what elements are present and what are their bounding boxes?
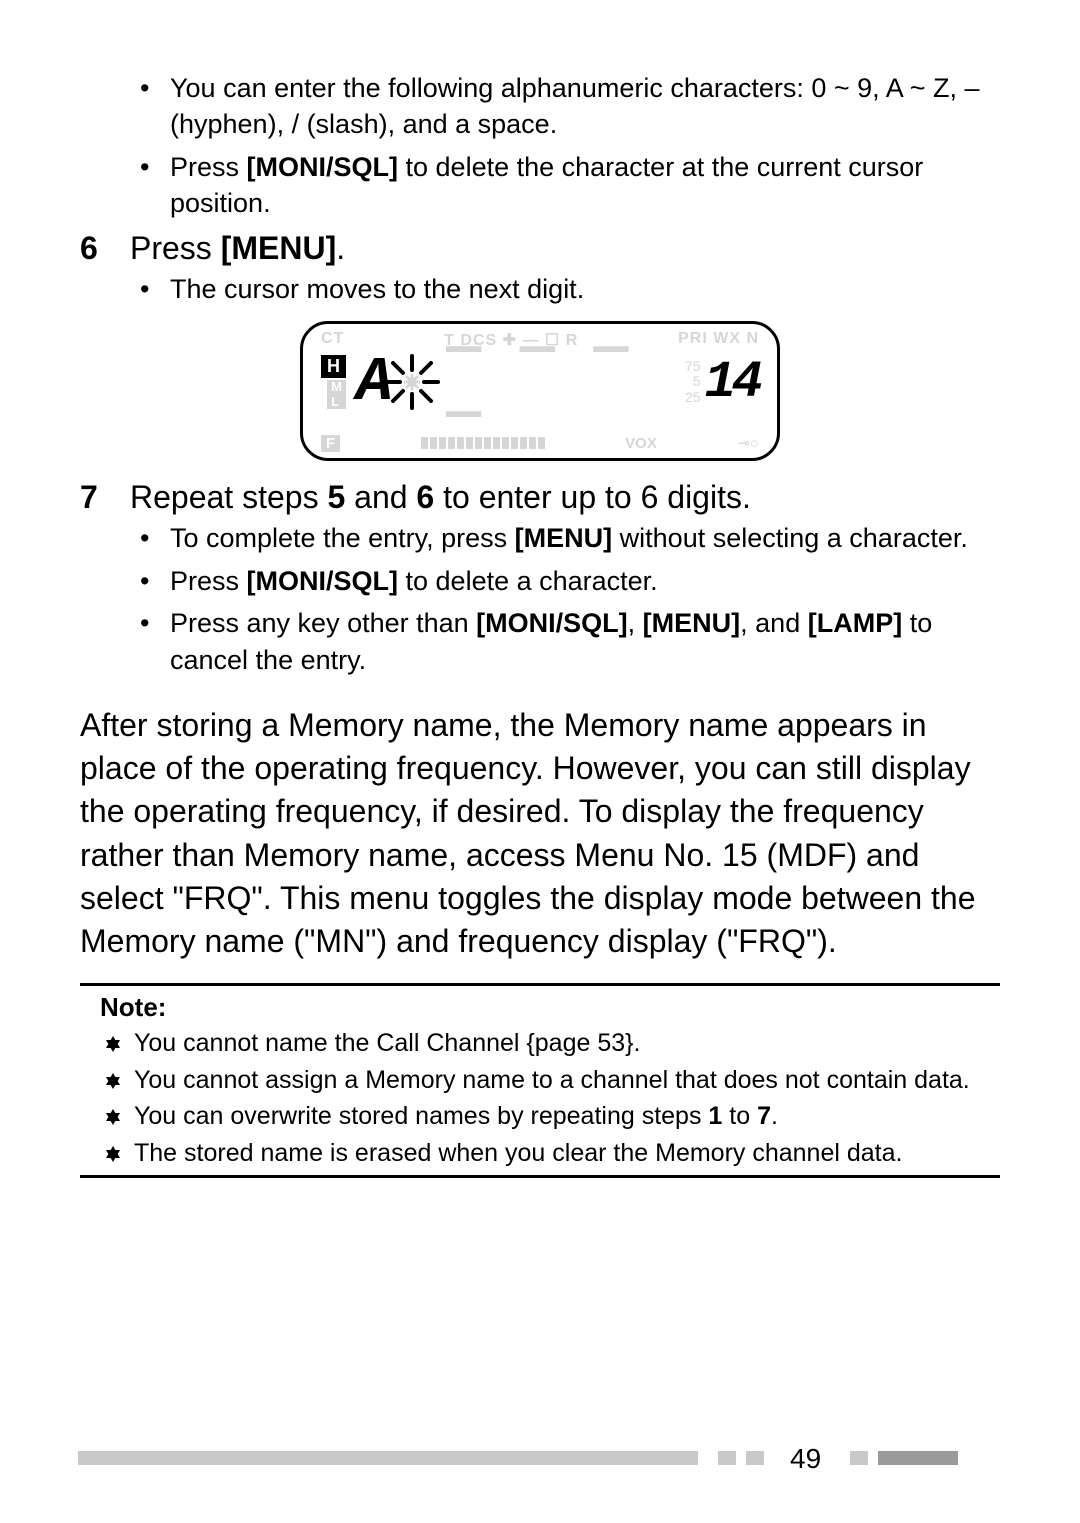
lcd-ct-indicator: CT xyxy=(321,330,344,350)
list-item: Press [MONI/SQL] to delete a character. xyxy=(130,563,1000,599)
lcd-vox-indicator: VOX xyxy=(625,435,657,452)
lcd-display: CT T DCS ✚ — ☐ R PRI WX N H M L A xyxy=(300,321,780,461)
lcd-bottom-row: F VOX ⊸○ xyxy=(321,434,759,452)
note-item: You cannot name the Call Channel {page 5… xyxy=(100,1027,1000,1060)
pre-step-bullets: You can enter the following alphanumeric… xyxy=(130,70,1000,222)
step-text: Repeat steps 5 and 6 to enter up to 6 di… xyxy=(130,479,751,516)
note-rule-top xyxy=(80,983,1000,986)
lcd-pri-wx-n: PRI WX N xyxy=(678,330,759,350)
note-item: You can overwrite stored names by repeat… xyxy=(100,1100,1000,1133)
step-number: 7 xyxy=(80,479,130,516)
list-item: Press any key other than [MONI/SQL], [ME… xyxy=(130,605,1000,678)
lcd-h-badge: H xyxy=(321,355,346,378)
step7-bullets: To complete the entry, press [MENU] with… xyxy=(130,520,1000,678)
lcd-l-badge: L xyxy=(327,395,346,409)
step-6: 6 Press [MENU]. xyxy=(80,230,1000,267)
lcd-mid-row: H M L A xyxy=(321,352,759,412)
note-item: You cannot assign a Memory name to a cha… xyxy=(100,1064,1000,1097)
list-item: To complete the entry, press [MENU] with… xyxy=(130,520,1000,556)
lcd-m-badge: M xyxy=(327,380,346,394)
list-item: Press [MONI/SQL] to delete the character… xyxy=(130,149,1000,222)
lcd-right-small-nums: 75 5 25 xyxy=(685,359,701,405)
lcd-bar-meter xyxy=(421,437,545,449)
lcd-display-figure: CT T DCS ✚ — ☐ R PRI WX N H M L A xyxy=(80,321,1000,461)
note-item: The stored name is erased when you clear… xyxy=(100,1137,1000,1170)
footer-square xyxy=(718,1451,736,1465)
lcd-key-icon: ⊸○ xyxy=(737,434,759,452)
step-number: 6 xyxy=(80,230,130,267)
page-footer: 49 xyxy=(0,1443,1080,1473)
footer-square xyxy=(746,1451,764,1465)
lcd-cursor-starburst xyxy=(382,352,442,412)
lcd-f-badge: F xyxy=(321,435,340,452)
step6-bullets: The cursor moves to the next digit. xyxy=(130,271,1000,307)
note-title: Note: xyxy=(100,992,1000,1023)
page-number: 49 xyxy=(790,1443,821,1475)
step-7: 7 Repeat steps 5 and 6 to enter up to 6 … xyxy=(80,479,1000,516)
list-item: You can enter the following alphanumeric… xyxy=(130,70,1000,143)
footer-bar-left xyxy=(78,1451,698,1465)
page-content: You can enter the following alphanumeric… xyxy=(80,70,1000,1178)
lcd-seg-ghost: — — — — xyxy=(446,321,679,447)
list-item: The cursor moves to the next digit. xyxy=(130,271,1000,307)
lcd-channel-number: 14 xyxy=(705,353,759,412)
body-paragraph: After storing a Memory name, the Memory … xyxy=(80,704,1000,963)
footer-bar-right xyxy=(878,1451,958,1465)
note-rule-bottom xyxy=(80,1175,1000,1178)
lcd-ml-badges: M L xyxy=(327,380,346,409)
note-list: You cannot name the Call Channel {page 5… xyxy=(100,1027,1000,1169)
footer-square xyxy=(850,1451,868,1465)
step-text: Press [MENU]. xyxy=(130,230,345,267)
